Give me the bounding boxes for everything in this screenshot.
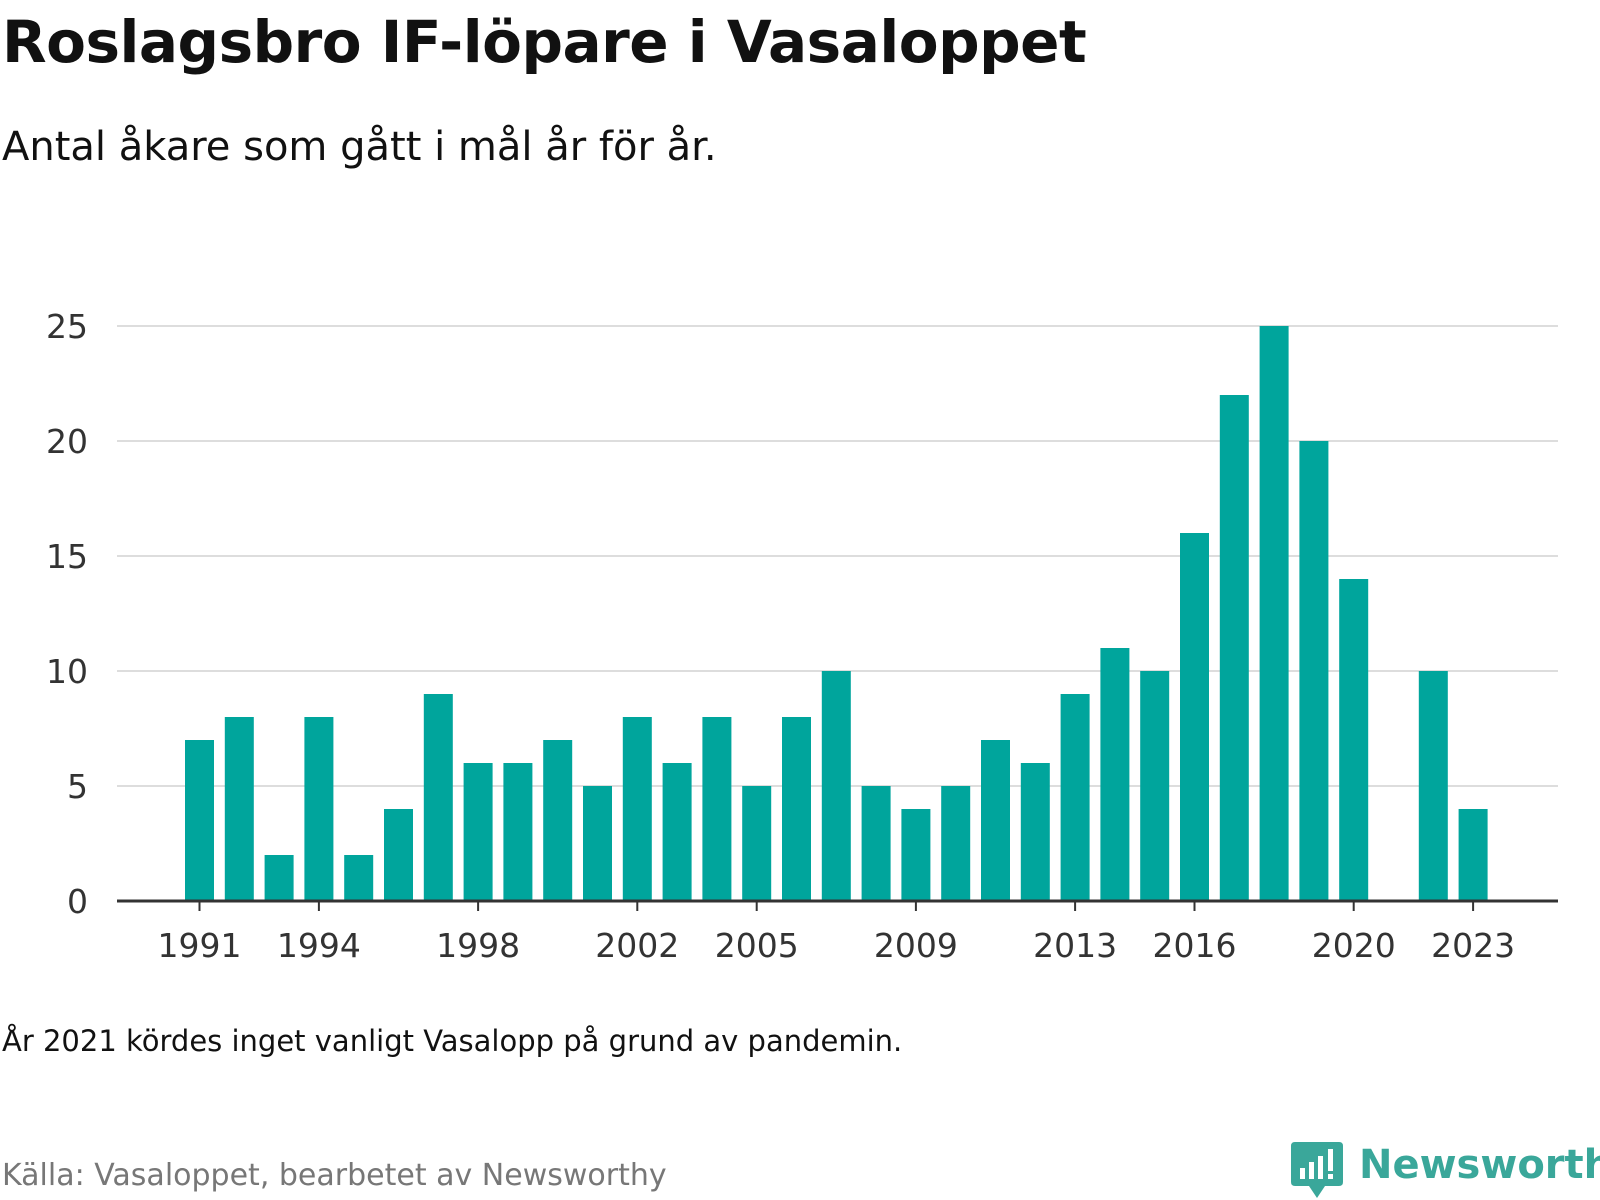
bar-1998: [463, 763, 493, 901]
bar-2000: [543, 740, 573, 901]
source-credit: Källa: Vasaloppet, bearbetet av Newswort…: [2, 1158, 667, 1193]
y-tick-label-15: 15: [46, 537, 88, 576]
x-tick-label-1991: 1991: [158, 926, 242, 965]
bar-2015: [1140, 671, 1170, 901]
bar-2022: [1418, 671, 1448, 901]
bar-2009: [901, 809, 931, 901]
bar-1994: [304, 717, 334, 901]
x-tick-label-2009: 2009: [874, 926, 958, 965]
bar-2002: [622, 717, 652, 901]
chart-title: Roslagsbro IF-löpare i Vasaloppet: [2, 8, 1087, 76]
x-tick-label-2023: 2023: [1431, 926, 1515, 965]
bar-2007: [821, 671, 851, 901]
chart-note: År 2021 kördes inget vanligt Vasalopp på…: [2, 1024, 903, 1058]
bar-1995: [344, 855, 374, 901]
x-tick-label-2005: 2005: [715, 926, 799, 965]
bar-2008: [861, 786, 891, 901]
bar-2017: [1219, 395, 1249, 901]
bar-2003: [662, 763, 692, 901]
y-tick-label-5: 5: [67, 767, 88, 806]
bar-2020: [1339, 579, 1369, 901]
bar-2013: [1060, 694, 1090, 901]
bar-2006: [782, 717, 811, 901]
x-tick-label-2020: 2020: [1312, 926, 1396, 965]
bar-2010: [941, 786, 971, 901]
chart-subtitle: Antal åkare som gått i mål år för år.: [2, 124, 717, 170]
bar-1999: [503, 763, 533, 901]
x-axis-labels: 1991 1994 1998 2002 2005 2009 2013 2016 2020 2023: [158, 901, 1515, 965]
bar-2023: [1458, 809, 1488, 901]
x-tick-label-1994: 1994: [277, 926, 361, 965]
bar-2019: [1299, 441, 1329, 901]
bar-2012: [1020, 763, 1050, 901]
x-tick-label-1998: 1998: [436, 926, 520, 965]
y-tick-label-25: 25: [46, 307, 88, 346]
bar-1992: [224, 717, 254, 901]
bar-2016: [1180, 533, 1209, 901]
bar-2011: [981, 740, 1010, 901]
newsworthy-logo: Newsworthy: [1291, 1140, 1600, 1200]
bar-2018: [1259, 326, 1289, 901]
y-axis-labels: 0 5 10 15 20 25: [46, 307, 88, 921]
bar-1991: [185, 740, 214, 901]
x-tick-label-2002: 2002: [595, 926, 679, 965]
y-tick-label-0: 0: [67, 882, 88, 921]
bar-1993: [264, 855, 294, 901]
y-tick-label-20: 20: [46, 422, 88, 461]
bar-2005: [742, 786, 772, 901]
bar-1996: [384, 809, 413, 901]
bar-chart: 0 5 10 15 20 25 1991 1994 1998 2002 2005 2009 2013 2…: [46, 307, 1558, 965]
y-tick-label-10: 10: [46, 652, 88, 691]
bar-1997: [423, 694, 453, 901]
bar-2001: [583, 786, 612, 901]
bars: [185, 326, 1488, 901]
x-tick-label-2013: 2013: [1033, 926, 1117, 965]
bar-2014: [1100, 648, 1130, 901]
newsworthy-logo-text: Newsworthy: [1359, 1142, 1600, 1188]
x-tick-label-2016: 2016: [1153, 926, 1237, 965]
newsworthy-chart-bubble-icon: [1291, 1142, 1343, 1198]
bar-2004: [702, 717, 732, 901]
